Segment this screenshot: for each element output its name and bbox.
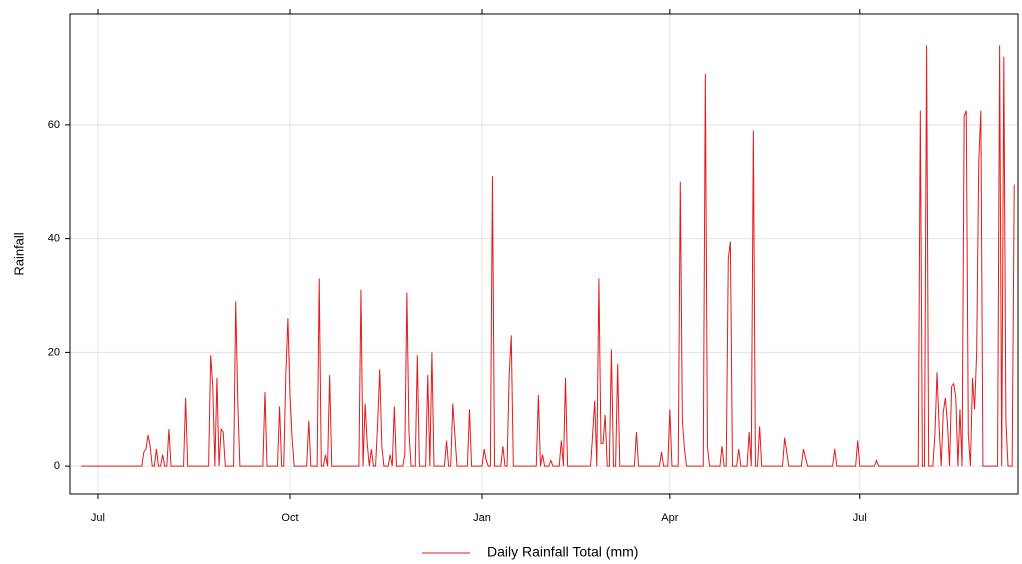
x-tick-label: Apr xyxy=(661,512,678,524)
x-tick-label: Jul xyxy=(853,512,867,524)
x-tick-label: Oct xyxy=(281,512,298,524)
rainfall-line xyxy=(81,45,1015,467)
y-tick-label: 20 xyxy=(48,346,60,358)
y-tick-label: 40 xyxy=(48,233,60,245)
x-tick-label: Jul xyxy=(91,512,105,524)
plot-frame xyxy=(69,13,1019,495)
y-axis-label: Rainfall xyxy=(11,232,26,275)
y-tick-label: 0 xyxy=(54,460,60,472)
y-tick-label: 60 xyxy=(48,119,60,131)
x-tick-label: Jan xyxy=(473,512,491,524)
legend-label: Daily Rainfall Total (mm) xyxy=(487,544,638,560)
